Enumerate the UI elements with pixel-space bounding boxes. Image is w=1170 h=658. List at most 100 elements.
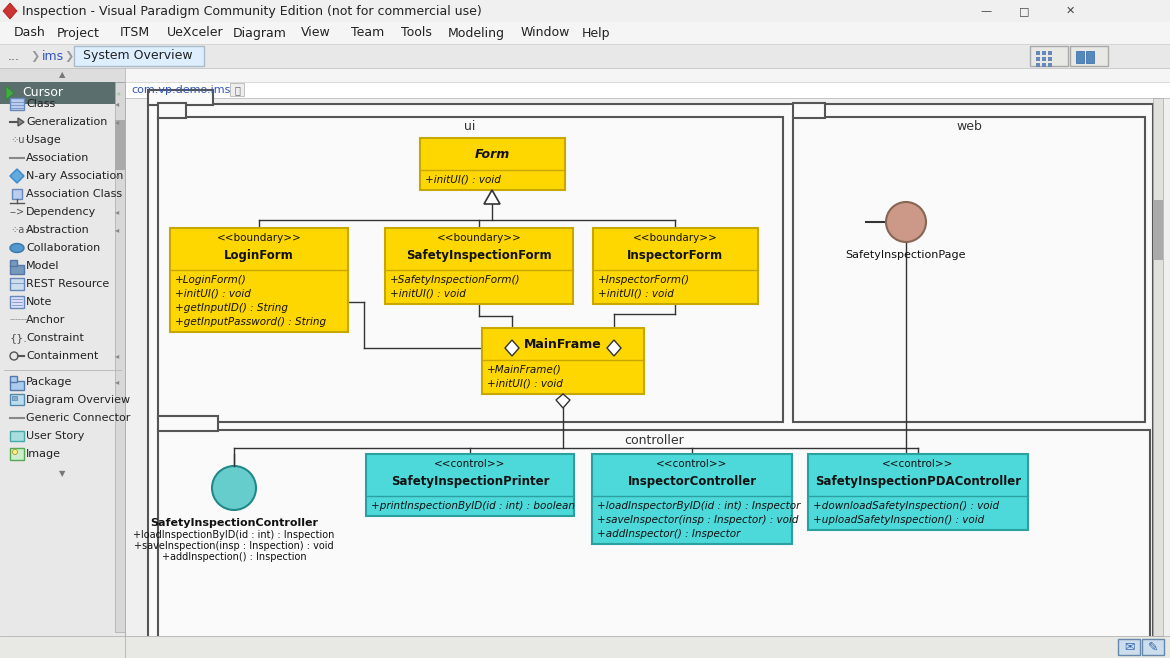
Text: Usage: Usage <box>26 135 61 145</box>
Bar <box>1042 57 1046 61</box>
Text: +addInspection() : Inspection: +addInspection() : Inspection <box>161 552 307 562</box>
Bar <box>11 278 25 290</box>
Text: ❯: ❯ <box>64 51 74 61</box>
Circle shape <box>13 449 18 455</box>
Text: <<boundary>>: <<boundary>> <box>216 233 302 243</box>
Text: {}.: {}. <box>11 333 28 343</box>
Text: Model: Model <box>26 261 60 271</box>
Polygon shape <box>484 190 500 204</box>
Text: 🔍: 🔍 <box>234 85 240 95</box>
Bar <box>0 68 125 82</box>
Text: <<control>>: <<control>> <box>882 459 954 469</box>
Bar <box>125 82 1170 98</box>
Polygon shape <box>4 3 18 19</box>
Bar <box>11 448 25 460</box>
Bar <box>1048 63 1052 67</box>
Text: ⁘a⁘: ⁘a⁘ <box>11 225 33 235</box>
Bar <box>11 376 18 382</box>
Text: ⁘u⁘: ⁘u⁘ <box>11 135 33 145</box>
Text: SafetyInspectionPage: SafetyInspectionPage <box>846 250 966 260</box>
Ellipse shape <box>11 243 25 253</box>
Text: Window: Window <box>521 26 570 39</box>
Text: System Overview: System Overview <box>83 49 193 63</box>
Text: ...: ... <box>8 49 20 63</box>
Bar <box>125 98 1170 658</box>
Text: +getInputID() : String: +getInputID() : String <box>176 303 288 313</box>
Bar <box>1035 57 1040 61</box>
Bar <box>11 260 18 266</box>
Text: —: — <box>980 6 991 16</box>
Text: Cursor: Cursor <box>22 86 63 99</box>
Text: +loadInspectorByID(id : int) : Inspector: +loadInspectorByID(id : int) : Inspector <box>597 501 800 511</box>
Bar <box>1152 200 1163 260</box>
Bar <box>158 117 783 422</box>
Text: Note: Note <box>26 297 53 307</box>
Bar <box>11 98 25 110</box>
Bar <box>12 396 18 400</box>
Bar <box>1048 57 1052 61</box>
Bar <box>366 454 574 516</box>
Text: ims: ims <box>42 49 64 63</box>
Bar <box>1030 46 1068 66</box>
Bar <box>1042 63 1046 67</box>
Bar <box>0 0 1170 22</box>
Text: Abstraction: Abstraction <box>26 225 90 235</box>
Text: N-ary Association: N-ary Association <box>26 171 123 181</box>
Text: +MainFrame(): +MainFrame() <box>487 365 562 375</box>
Bar <box>147 104 1152 650</box>
Text: -->: --> <box>11 207 25 217</box>
Circle shape <box>886 202 925 242</box>
Text: ◂: ◂ <box>115 99 119 109</box>
Bar <box>1152 98 1163 636</box>
Polygon shape <box>607 340 621 356</box>
Text: Anchor: Anchor <box>26 315 66 325</box>
Text: MainFrame: MainFrame <box>524 338 601 351</box>
Text: ✉: ✉ <box>1123 640 1134 653</box>
Polygon shape <box>505 340 519 356</box>
Text: Generalization: Generalization <box>26 117 108 127</box>
Text: +initUI() : void: +initUI() : void <box>176 289 250 299</box>
Text: □: □ <box>1019 6 1030 16</box>
Text: Dash: Dash <box>14 26 46 39</box>
Text: ❯: ❯ <box>30 51 40 61</box>
Text: +LoginForm(): +LoginForm() <box>176 275 247 285</box>
Bar <box>1142 639 1164 655</box>
Bar <box>1086 51 1094 63</box>
Bar <box>0 22 1170 44</box>
Text: ◂: ◂ <box>115 226 119 234</box>
Bar <box>793 103 825 118</box>
Text: Image: Image <box>26 449 61 459</box>
Text: Dependency: Dependency <box>26 207 96 217</box>
Text: Collaboration: Collaboration <box>26 243 101 253</box>
Text: <<control>>: <<control>> <box>656 459 728 469</box>
Bar <box>482 328 644 394</box>
Text: +initUI() : void: +initUI() : void <box>487 379 563 389</box>
Text: Constraint: Constraint <box>26 333 84 343</box>
Polygon shape <box>556 394 570 408</box>
Bar <box>158 430 1150 642</box>
Text: +SafetyInspectionForm(): +SafetyInspectionForm() <box>390 275 521 285</box>
Polygon shape <box>18 118 25 126</box>
Text: ▼: ▼ <box>58 470 66 478</box>
Text: SafetyInspectionPrinter: SafetyInspectionPrinter <box>391 474 549 488</box>
Text: ui: ui <box>464 120 476 132</box>
Text: Diagram: Diagram <box>233 26 287 39</box>
Text: Modeling: Modeling <box>447 26 504 39</box>
Bar <box>1071 46 1108 66</box>
Text: +downloadSafetyInspection() : void: +downloadSafetyInspection() : void <box>813 501 999 511</box>
Text: Diagram Overview: Diagram Overview <box>26 395 130 405</box>
Bar <box>385 228 573 304</box>
Text: Association Class: Association Class <box>26 189 122 199</box>
Bar <box>1035 63 1040 67</box>
Text: Form: Form <box>474 147 510 161</box>
Text: Team: Team <box>351 26 385 39</box>
Text: ✎: ✎ <box>1148 640 1158 653</box>
Polygon shape <box>11 169 25 183</box>
Text: UeXceler: UeXceler <box>166 26 223 39</box>
Text: ITSM: ITSM <box>121 26 150 39</box>
Bar <box>115 82 125 632</box>
Bar <box>11 394 25 405</box>
Text: controller: controller <box>624 434 684 447</box>
Bar <box>808 454 1028 530</box>
Text: User Story: User Story <box>26 431 84 441</box>
